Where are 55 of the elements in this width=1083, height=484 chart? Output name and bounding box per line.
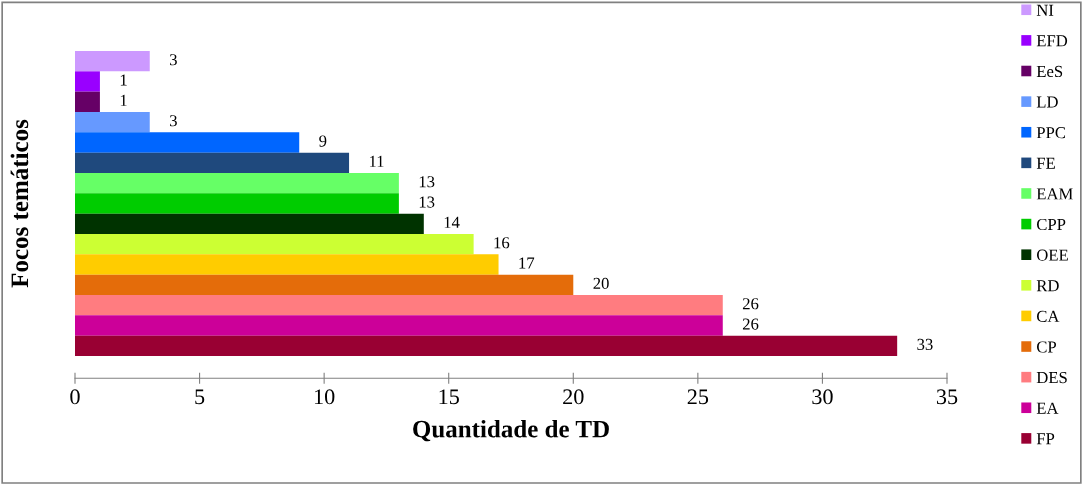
bar	[75, 71, 100, 92]
bar	[75, 193, 399, 214]
x-tick-label: 5	[195, 389, 205, 405]
bar	[75, 213, 424, 234]
x-tick-label: 15	[439, 389, 459, 405]
bar	[75, 132, 300, 153]
data-label: 20	[593, 277, 609, 290]
bar	[75, 295, 723, 316]
data-label: 13	[419, 196, 435, 208]
bar	[75, 91, 100, 112]
legend-label: FE	[1036, 157, 1055, 169]
y-axis-title: Focos temáticos	[10, 119, 29, 288]
legend-label: EFD	[1036, 35, 1068, 47]
data-label: 14	[444, 216, 460, 228]
data-label: 1	[120, 94, 127, 106]
legend-label: CPP	[1036, 218, 1066, 231]
data-label: 9	[319, 135, 327, 147]
legend-label: EeS	[1036, 65, 1063, 78]
bar	[75, 152, 350, 173]
legend-label: EA	[1036, 402, 1059, 414]
data-label: 13	[419, 176, 435, 188]
data-label: 11	[369, 155, 384, 167]
data-label: 3	[169, 54, 177, 66]
x-axis-title: Quantidade de TD	[413, 419, 609, 442]
x-tick-label: 0	[70, 389, 80, 405]
bar	[75, 274, 574, 295]
bar	[75, 51, 150, 72]
data-label: 3	[169, 115, 177, 127]
bar	[75, 315, 723, 336]
x-tick-label: 35	[936, 389, 958, 405]
data-label: 1	[120, 74, 127, 86]
legend-label: OEE	[1036, 249, 1068, 261]
bar	[75, 234, 474, 255]
legend-label: CA	[1036, 310, 1060, 322]
legend-label: CP	[1036, 341, 1057, 353]
bar	[75, 112, 150, 133]
bar	[75, 254, 499, 275]
data-label: 26	[742, 298, 759, 310]
legend-label: FP	[1036, 433, 1055, 445]
x-tick-label: 30	[812, 389, 833, 405]
legend-label: PPC	[1036, 127, 1066, 139]
x-tick-label: 10	[314, 389, 335, 405]
data-label: 16	[494, 237, 510, 249]
legend-label: RD	[1036, 280, 1059, 292]
bar	[75, 173, 399, 194]
x-tick-label: 20	[563, 389, 584, 405]
bar	[75, 335, 898, 356]
data-label: 26	[742, 318, 759, 330]
data-label: 17	[519, 257, 535, 269]
x-tick-label: 25	[687, 389, 709, 405]
legend-label: EAM	[1036, 188, 1073, 200]
legend-label: NI	[1036, 4, 1054, 16]
legend-label: LD	[1036, 96, 1058, 108]
data-label: 33	[917, 338, 933, 351]
legend-label: DES	[1036, 371, 1067, 384]
